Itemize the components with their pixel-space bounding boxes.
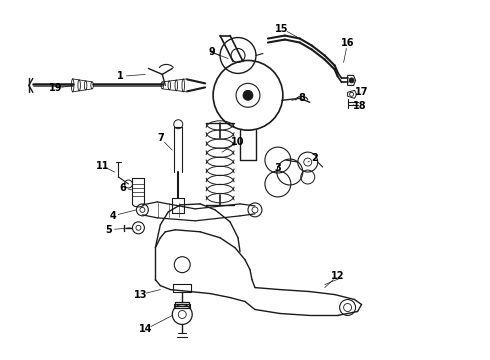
Text: 16: 16: [341, 37, 354, 48]
Text: 11: 11: [96, 161, 109, 171]
Text: 15: 15: [275, 24, 289, 33]
Text: 2: 2: [311, 153, 318, 163]
Text: 17: 17: [355, 87, 368, 97]
Text: 19: 19: [49, 84, 63, 93]
Text: 18: 18: [353, 101, 367, 111]
Text: 1: 1: [117, 71, 124, 81]
Text: 13: 13: [134, 289, 147, 300]
Text: 12: 12: [331, 271, 344, 281]
Text: 7: 7: [157, 133, 164, 143]
Circle shape: [243, 90, 253, 100]
Text: 4: 4: [109, 211, 116, 221]
Text: 3: 3: [274, 163, 281, 173]
Circle shape: [349, 78, 354, 83]
Text: 6: 6: [119, 183, 126, 193]
Text: 5: 5: [105, 225, 112, 235]
Text: 9: 9: [209, 48, 216, 58]
Text: 8: 8: [298, 93, 305, 103]
Text: 10: 10: [231, 137, 245, 147]
Text: 14: 14: [139, 324, 152, 334]
